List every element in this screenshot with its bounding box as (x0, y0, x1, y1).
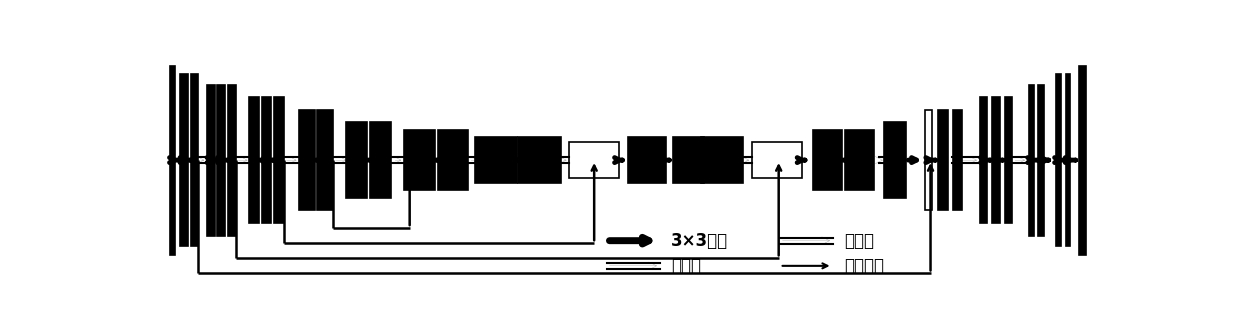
Text: 上采样: 上采样 (844, 232, 874, 250)
Bar (673, 137, 704, 183)
Bar (518, 137, 560, 183)
Bar (1028, 85, 1034, 236)
Bar (884, 122, 905, 198)
Bar (1056, 75, 1060, 246)
Bar (980, 97, 987, 223)
Bar (475, 137, 517, 183)
Bar (751, 143, 802, 178)
Bar (191, 75, 198, 246)
Bar (274, 97, 284, 223)
Bar (207, 85, 215, 236)
Bar (1079, 66, 1086, 254)
Bar (180, 75, 187, 246)
Bar (813, 130, 842, 190)
Bar (438, 130, 469, 190)
Text: 下采样: 下采样 (671, 257, 701, 275)
Bar (299, 110, 315, 211)
Bar (844, 130, 874, 190)
Bar (404, 130, 435, 190)
Bar (569, 143, 619, 178)
Bar (1065, 75, 1070, 246)
Bar (262, 97, 272, 223)
Bar (228, 85, 236, 236)
Bar (1004, 97, 1012, 223)
Bar (1038, 85, 1044, 236)
Bar (249, 97, 259, 223)
Bar (701, 137, 743, 183)
Text: 跳跃连接: 跳跃连接 (844, 257, 884, 275)
Bar (217, 85, 226, 236)
Bar (317, 110, 332, 211)
Bar (939, 110, 947, 211)
Bar (170, 66, 175, 254)
Bar (627, 137, 666, 183)
Bar (992, 97, 999, 223)
Bar (952, 110, 962, 211)
Bar (371, 122, 392, 198)
Text: 3×3卷积: 3×3卷积 (671, 232, 728, 250)
Bar (925, 110, 932, 211)
Bar (346, 122, 367, 198)
